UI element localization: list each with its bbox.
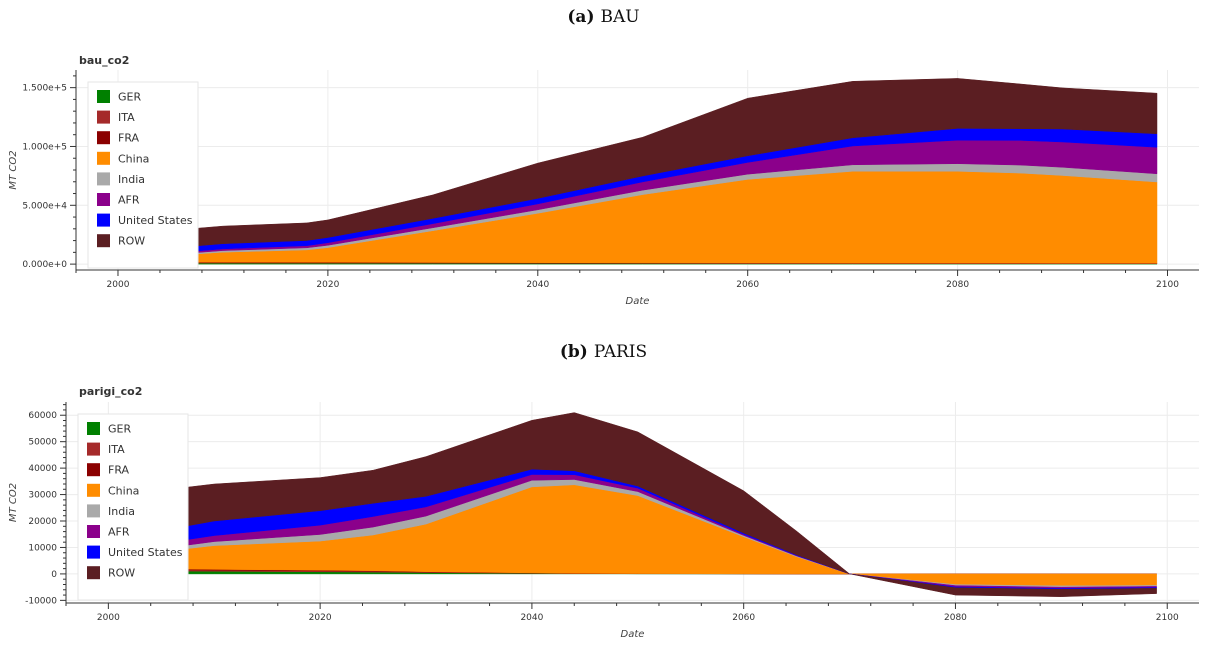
legend-label: United States: [108, 546, 183, 559]
x-tick-label: 2100: [1156, 613, 1179, 623]
legend-label: ROW: [118, 235, 145, 248]
legend-label: India: [118, 173, 145, 186]
y-axis-label: MT CO2: [8, 150, 19, 189]
x-tick-label: 2100: [1156, 280, 1179, 290]
legend-label: China: [118, 152, 149, 165]
legend: GER ITA FRA China India AFR United States ROW: [87, 81, 199, 269]
caption-a-letter: (a): [567, 7, 595, 27]
y-axis-label: MT CO2: [8, 483, 19, 522]
caption-b-letter: (b): [559, 342, 588, 362]
legend-swatch: [97, 131, 110, 145]
y-tick-label: 30000: [28, 491, 57, 501]
caption-a-text: BAU: [600, 7, 640, 27]
legend-label: ROW: [108, 567, 135, 580]
legend-label: AFR: [108, 526, 130, 539]
y-tick-label: 50000: [28, 438, 57, 448]
legend-swatch: [87, 463, 100, 477]
legend: GER ITA FRA China India AFR United States ROW: [77, 413, 189, 601]
x-tick-label: 2000: [107, 280, 130, 290]
y-tick-label: 60000: [28, 411, 57, 421]
x-tick-label: 2000: [97, 613, 120, 623]
y-tick-label: 1.500e+5: [22, 84, 67, 94]
legend-label: FRA: [108, 464, 130, 477]
legend-label: India: [108, 505, 135, 518]
x-tick-label: 2020: [309, 613, 332, 623]
legend-swatch: [97, 110, 110, 124]
y-tick-label: 0: [51, 570, 57, 580]
legend-swatch: [87, 422, 100, 435]
legend-label: GER: [118, 91, 141, 104]
y-tick-label: 40000: [28, 464, 57, 474]
caption-a: (a) BAU: [0, 7, 1207, 27]
legend-swatch: [97, 234, 110, 248]
legend-label: China: [108, 484, 139, 497]
caption-b: (b) PARIS: [0, 342, 1207, 362]
chart-bau: 2000 2020 2040 2060 2080 2100 0.000e+0 5.000e+4…: [8, 70, 1199, 307]
x-tick-label: 2020: [316, 280, 339, 290]
x-tick-label: 2060: [736, 280, 759, 290]
legend-label: United States: [118, 214, 193, 227]
legend-swatch: [87, 504, 100, 518]
area-row: [108, 412, 1157, 597]
y-tick-label: 5.000e+4: [22, 201, 67, 211]
legend-swatch: [87, 442, 100, 456]
y-tick-label: 10000: [28, 543, 57, 553]
area-row: [117, 78, 1158, 255]
legend-label: FRA: [118, 132, 140, 145]
legend-swatch: [87, 545, 100, 559]
plot-title-bau: bau_co2: [79, 54, 130, 67]
legend-swatch: [87, 483, 100, 497]
x-tick-label: 2040: [526, 280, 549, 290]
legend-label: ITA: [108, 443, 125, 456]
legend-label: ITA: [118, 111, 135, 124]
x-axis-label: Date: [621, 629, 645, 640]
legend-swatch: [97, 151, 110, 165]
x-tick-label: 2080: [944, 613, 967, 623]
legend-swatch: [97, 193, 110, 206]
plot-title-parigi: parigi_co2: [79, 385, 143, 398]
legend-swatch: [87, 525, 100, 538]
legend-swatch: [97, 213, 110, 227]
x-tick-label: 2060: [732, 613, 755, 623]
x-tick-label: 2080: [946, 280, 969, 290]
legend-label: GER: [108, 423, 131, 436]
legend-swatch: [97, 90, 110, 103]
legend-swatch: [87, 566, 100, 580]
x-axis-label: Date: [626, 296, 650, 307]
chart-paris: 2000 2020 2040 2060 2080 2100 -10000 0 10000 2000…: [8, 402, 1199, 640]
y-tick-label: 0.000e+0: [22, 260, 67, 270]
y-tick-label: 1.000e+5: [22, 142, 67, 152]
caption-b-text: PARIS: [593, 342, 648, 362]
legend-swatch: [97, 172, 110, 186]
y-tick-label: 20000: [28, 517, 57, 527]
x-tick-label: 2040: [520, 613, 543, 623]
y-tick-label: -10000: [25, 596, 57, 606]
legend-label: AFR: [118, 194, 140, 207]
